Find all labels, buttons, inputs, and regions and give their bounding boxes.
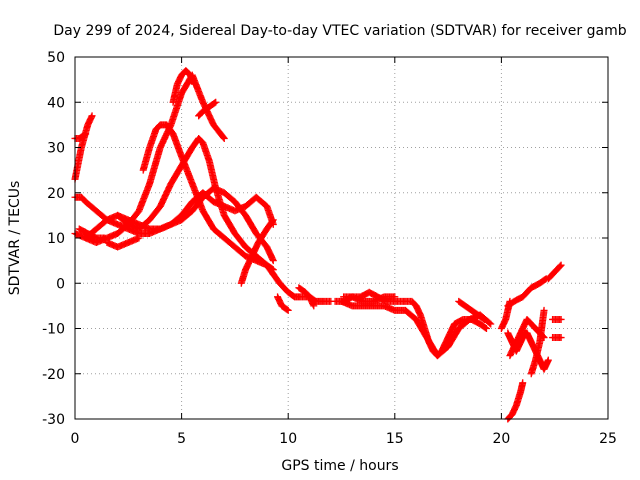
x-tick-label: 25 bbox=[599, 431, 617, 447]
series-track-22 bbox=[527, 306, 548, 378]
data-point bbox=[269, 216, 277, 224]
data-point bbox=[82, 130, 90, 138]
series-track-7 bbox=[195, 98, 220, 120]
series-track-10 bbox=[237, 216, 277, 287]
series-track-4 bbox=[71, 71, 228, 247]
series-track-12 bbox=[274, 293, 292, 314]
data-point bbox=[486, 319, 494, 327]
data-point bbox=[556, 262, 564, 270]
data-point bbox=[190, 80, 198, 88]
x-tick-label: 0 bbox=[71, 431, 80, 447]
data-point bbox=[487, 320, 495, 328]
data-point bbox=[283, 306, 291, 314]
y-tick-label: -10 bbox=[42, 322, 65, 338]
x-axis-label: GPS time / hours bbox=[281, 458, 398, 474]
data-point bbox=[101, 234, 109, 242]
data-point bbox=[212, 98, 220, 106]
data-point bbox=[519, 379, 527, 387]
data-point bbox=[268, 217, 276, 225]
y-axis-label: SDTVAR / TECUs bbox=[7, 181, 23, 296]
series-track-11 bbox=[269, 270, 335, 305]
data-point bbox=[269, 257, 277, 265]
data-point bbox=[88, 112, 96, 120]
x-tick-label: 5 bbox=[177, 431, 186, 447]
x-tick-label: 10 bbox=[279, 431, 297, 447]
series-track-26 bbox=[544, 261, 565, 283]
data-point bbox=[135, 234, 143, 242]
series-track-28 bbox=[75, 225, 109, 242]
data-point bbox=[310, 302, 318, 310]
data-point bbox=[557, 334, 565, 342]
x-tick-label: 20 bbox=[492, 431, 510, 447]
data-point bbox=[557, 315, 565, 323]
series-track-6 bbox=[139, 121, 277, 278]
series-track-19 bbox=[504, 275, 550, 310]
grid-lines bbox=[75, 57, 608, 419]
data-point bbox=[268, 265, 276, 273]
y-tick-label: 40 bbox=[47, 95, 65, 111]
data-point bbox=[211, 99, 219, 107]
data-layer bbox=[71, 67, 565, 423]
data-point bbox=[482, 325, 490, 332]
data-point bbox=[219, 133, 227, 141]
chart-title: Day 299 of 2024, Sidereal Day-to-day VTE… bbox=[53, 23, 626, 39]
data-point bbox=[540, 306, 548, 314]
data-point bbox=[220, 134, 228, 142]
series-track-13 bbox=[295, 284, 318, 310]
data-point bbox=[81, 131, 89, 139]
series-track-25 bbox=[549, 334, 565, 342]
data-point bbox=[284, 306, 292, 314]
series-track-24 bbox=[549, 315, 565, 323]
y-tick-label: -20 bbox=[42, 367, 65, 383]
series-track-8 bbox=[114, 134, 277, 274]
y-tick-label: 20 bbox=[47, 186, 65, 202]
series-track-5 bbox=[169, 67, 198, 106]
x-tick-label: 15 bbox=[386, 431, 404, 447]
data-point bbox=[541, 275, 549, 283]
series-track-16 bbox=[340, 293, 399, 305]
y-tick-label: 0 bbox=[56, 276, 65, 292]
data-point bbox=[391, 293, 399, 301]
y-tick-label: 30 bbox=[47, 141, 65, 157]
data-point bbox=[481, 324, 489, 332]
y-tick-label: -30 bbox=[42, 412, 65, 428]
series-track-17 bbox=[455, 297, 488, 323]
series-track-27 bbox=[103, 234, 143, 251]
y-tick-label: 50 bbox=[47, 50, 65, 66]
data-point bbox=[480, 315, 488, 323]
axis-ticks: 0 5 10 15 20 25 -30 -20 -10 0 10 20 30 40 50 bbox=[42, 50, 617, 447]
series-track-23 bbox=[504, 379, 527, 423]
data-point bbox=[479, 315, 487, 323]
data-point bbox=[544, 356, 552, 364]
plot-frame bbox=[74, 56, 609, 420]
data-point bbox=[557, 261, 565, 269]
y-tick-label: 10 bbox=[47, 231, 65, 247]
